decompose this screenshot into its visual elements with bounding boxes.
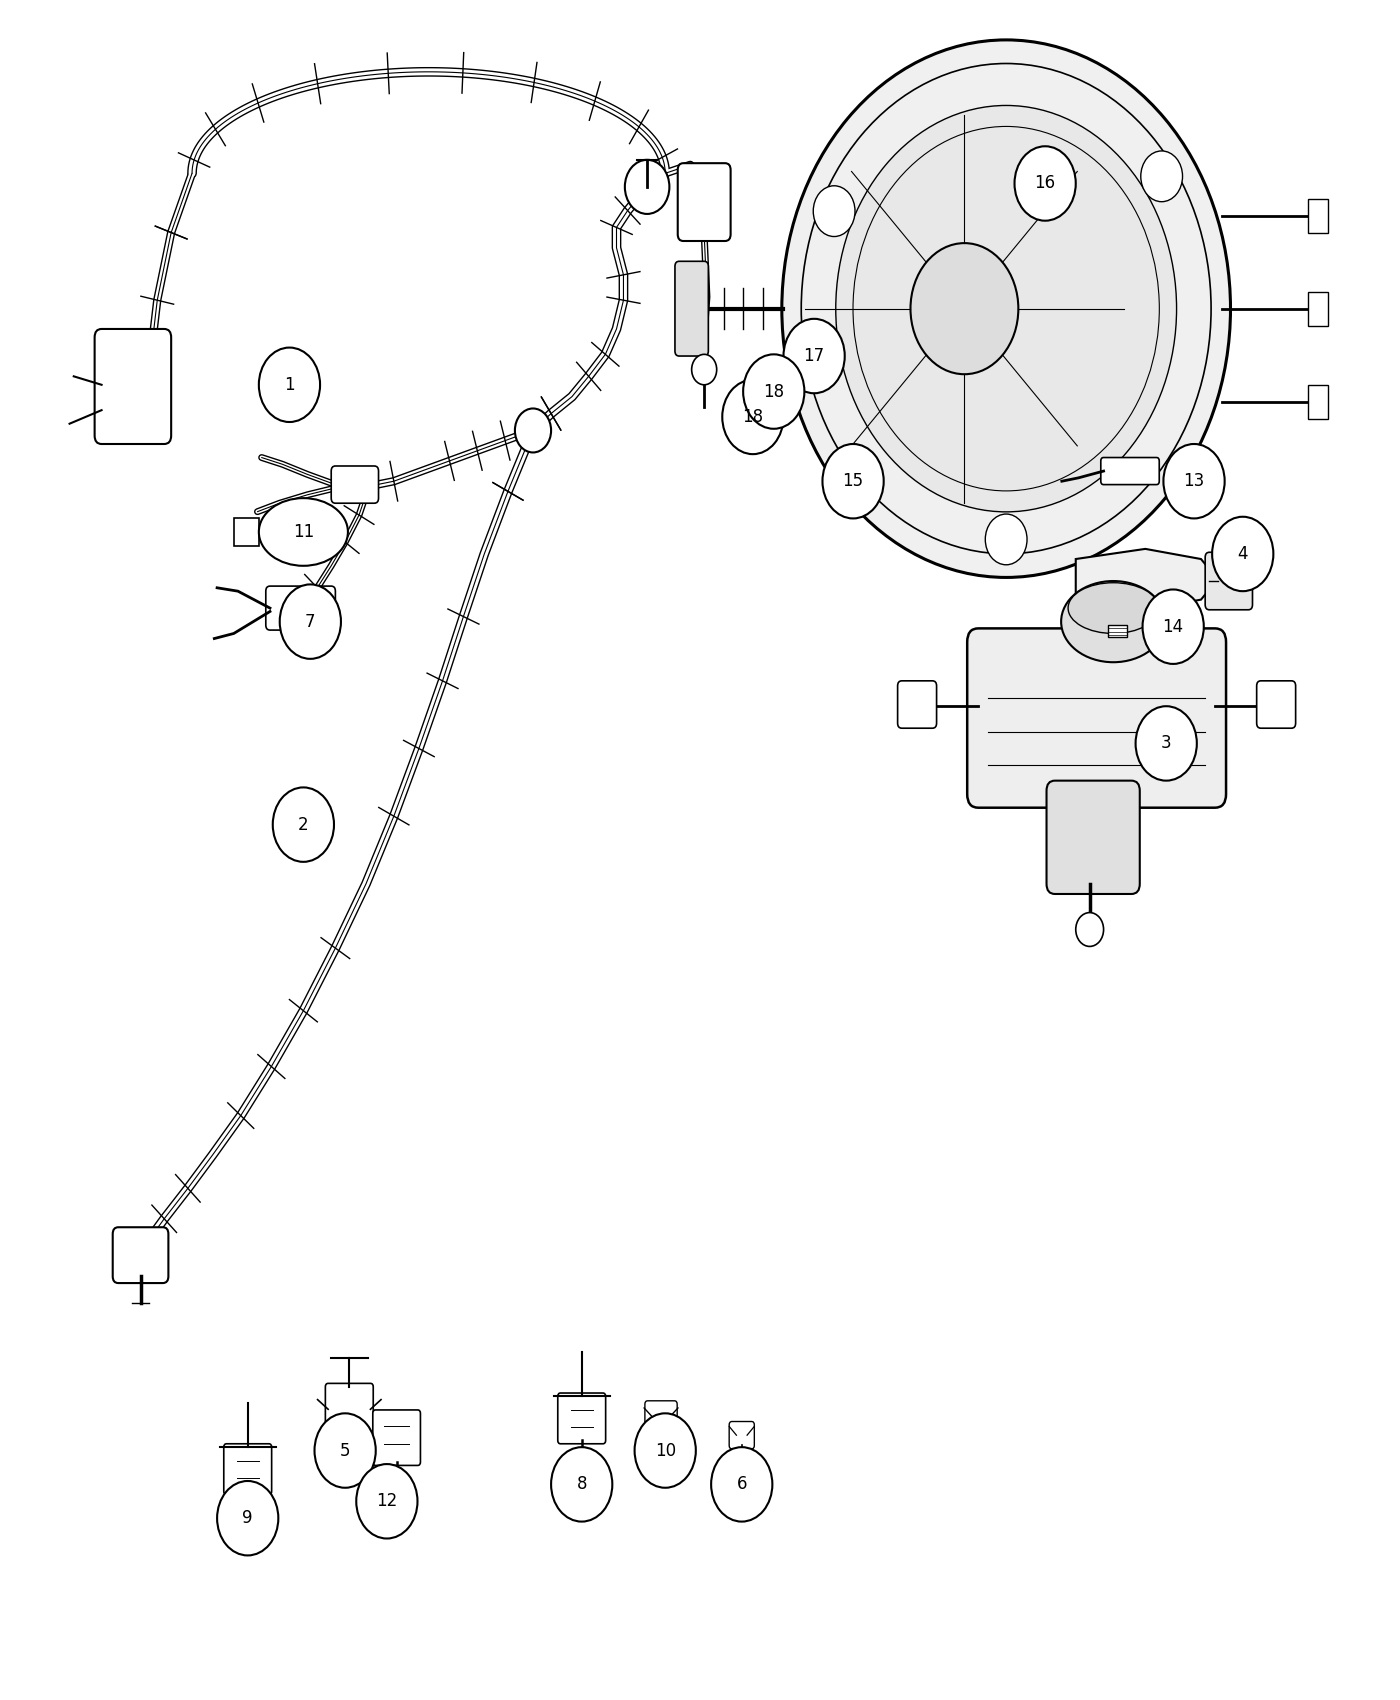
- Text: 12: 12: [377, 1493, 398, 1510]
- Circle shape: [552, 1447, 612, 1522]
- FancyBboxPatch shape: [897, 680, 937, 728]
- Circle shape: [1212, 517, 1274, 592]
- Text: 2: 2: [298, 816, 308, 833]
- Bar: [1308, 384, 1327, 418]
- FancyBboxPatch shape: [967, 629, 1226, 808]
- Bar: [1308, 199, 1327, 233]
- FancyBboxPatch shape: [266, 586, 336, 631]
- FancyBboxPatch shape: [332, 466, 378, 503]
- Circle shape: [910, 243, 1018, 374]
- Circle shape: [711, 1447, 773, 1522]
- FancyBboxPatch shape: [372, 1409, 420, 1465]
- Circle shape: [743, 354, 805, 428]
- Text: 4: 4: [1238, 546, 1247, 563]
- Circle shape: [356, 1464, 417, 1538]
- FancyBboxPatch shape: [557, 1392, 606, 1443]
- FancyBboxPatch shape: [645, 1401, 678, 1431]
- Circle shape: [822, 444, 883, 518]
- Circle shape: [986, 513, 1028, 564]
- Text: 10: 10: [655, 1442, 676, 1460]
- Circle shape: [624, 160, 669, 214]
- Circle shape: [784, 320, 844, 393]
- Circle shape: [273, 787, 335, 862]
- Text: 1: 1: [284, 376, 295, 394]
- Text: 15: 15: [843, 473, 864, 490]
- Ellipse shape: [1061, 581, 1166, 663]
- Text: 9: 9: [242, 1510, 253, 1527]
- Circle shape: [280, 585, 342, 660]
- FancyBboxPatch shape: [95, 330, 171, 444]
- Circle shape: [1163, 444, 1225, 518]
- Circle shape: [1141, 151, 1183, 202]
- Ellipse shape: [781, 39, 1231, 578]
- FancyBboxPatch shape: [1257, 680, 1295, 728]
- FancyBboxPatch shape: [675, 262, 708, 355]
- FancyBboxPatch shape: [224, 1443, 272, 1494]
- Ellipse shape: [1068, 583, 1159, 634]
- Text: 18: 18: [742, 408, 763, 427]
- Text: 7: 7: [305, 612, 315, 631]
- Text: 13: 13: [1183, 473, 1204, 490]
- FancyBboxPatch shape: [678, 163, 731, 241]
- Text: 5: 5: [340, 1442, 350, 1460]
- Ellipse shape: [259, 498, 349, 566]
- Text: 18: 18: [763, 382, 784, 401]
- Circle shape: [1142, 590, 1204, 665]
- FancyBboxPatch shape: [1100, 457, 1159, 484]
- Bar: [1308, 292, 1327, 326]
- FancyBboxPatch shape: [1205, 552, 1253, 610]
- Circle shape: [1135, 706, 1197, 780]
- Circle shape: [1075, 913, 1103, 947]
- Circle shape: [1015, 146, 1075, 221]
- Text: 16: 16: [1035, 175, 1056, 192]
- Text: 17: 17: [804, 347, 825, 366]
- Circle shape: [259, 347, 321, 422]
- FancyBboxPatch shape: [729, 1421, 755, 1448]
- Text: 8: 8: [577, 1476, 587, 1493]
- Circle shape: [692, 354, 717, 384]
- Polygon shape: [1075, 549, 1218, 610]
- Circle shape: [315, 1413, 375, 1488]
- FancyBboxPatch shape: [1047, 780, 1140, 894]
- Circle shape: [634, 1413, 696, 1488]
- Bar: [234, 518, 259, 546]
- Text: 6: 6: [736, 1476, 748, 1493]
- Ellipse shape: [836, 105, 1176, 512]
- Text: 14: 14: [1162, 617, 1184, 636]
- Circle shape: [217, 1481, 279, 1556]
- Circle shape: [515, 408, 552, 452]
- Circle shape: [813, 185, 855, 236]
- Text: 11: 11: [293, 524, 314, 541]
- Bar: [1107, 626, 1127, 638]
- FancyBboxPatch shape: [113, 1227, 168, 1284]
- FancyBboxPatch shape: [325, 1384, 374, 1435]
- Circle shape: [722, 379, 784, 454]
- Text: 3: 3: [1161, 734, 1172, 753]
